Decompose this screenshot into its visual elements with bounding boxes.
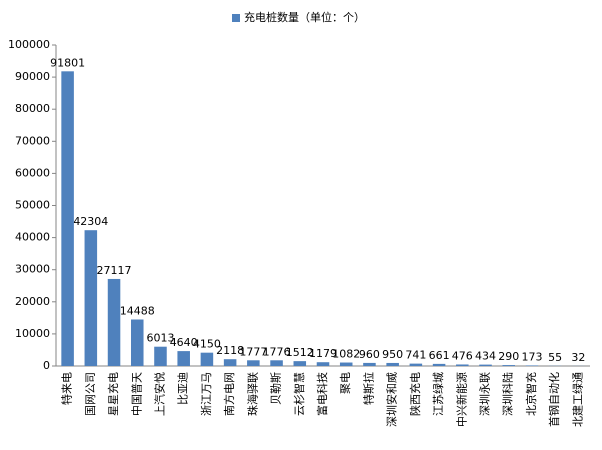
y-tick-label: 10000: [15, 327, 50, 340]
value-label: 32: [571, 351, 585, 364]
value-label: 1512: [286, 346, 314, 359]
legend-label: 充电桩数量（单位：个）: [244, 10, 365, 24]
y-tick-label: 70000: [15, 134, 50, 147]
x-tick-label: 星星充电: [106, 372, 120, 416]
x-tick-label: 中国普天: [129, 372, 143, 416]
x-tick-label: 上汽安悦: [152, 372, 166, 416]
value-label: 661: [429, 349, 450, 362]
value-label: 960: [359, 348, 380, 361]
bar: [339, 362, 353, 366]
bar: [293, 361, 307, 366]
bar: [177, 351, 190, 366]
x-tick-label: 富电科技: [315, 372, 329, 416]
bar: [386, 362, 399, 366]
x-tick-label: 聚电: [339, 372, 352, 394]
x-tick-label: 中兴新能源: [454, 372, 468, 427]
x-tick-label: 深圳永联: [478, 372, 492, 416]
x-tick-label: 南方电网: [222, 372, 236, 416]
x-tick-label: 特来电: [60, 372, 74, 405]
y-tick-label: 30000: [15, 263, 50, 276]
x-tick-label: 江苏绿城: [431, 372, 445, 416]
y-tick-label: 80000: [15, 102, 50, 115]
y-tick-label: 50000: [15, 199, 50, 212]
bar: [525, 365, 539, 366]
x-tick-label: 珠海驿联: [245, 372, 259, 416]
value-label: 4150: [193, 338, 221, 351]
value-label: 1776: [263, 345, 291, 358]
bar: [316, 362, 330, 366]
y-tick-label: 60000: [15, 166, 50, 179]
bar: [84, 230, 98, 366]
x-tick-label: 贝勒斯: [270, 372, 283, 405]
y-tick-label: 0: [43, 359, 50, 372]
x-tick-label: 深圳安和威: [385, 372, 399, 427]
value-label: 42304: [73, 215, 108, 228]
bar: [61, 71, 74, 366]
value-label: 476: [452, 349, 473, 362]
y-tick-label: 20000: [15, 295, 50, 308]
x-tick-label: 北京智充: [524, 372, 538, 416]
x-tick-label: 陕西充电: [408, 372, 422, 416]
y-tick-label: 100000: [8, 38, 50, 51]
legend-swatch: [232, 14, 240, 22]
x-tick-label: 浙江万马: [200, 372, 213, 416]
x-tick-label: 特斯拉: [361, 372, 375, 405]
bar: [409, 363, 423, 366]
value-label: 14488: [120, 304, 155, 317]
y-tick-label: 40000: [15, 231, 50, 244]
value-label: 6013: [146, 332, 174, 345]
value-label: 27117: [97, 264, 132, 277]
value-label: 950: [382, 348, 403, 361]
value-label: 1082: [332, 348, 360, 361]
bar: [200, 352, 214, 366]
y-tick-label: 90000: [15, 70, 50, 83]
x-tick-label: 国网公司: [84, 372, 97, 416]
value-label: 290: [498, 350, 519, 363]
x-tick-label: 比亚迪: [177, 372, 190, 405]
bar: [363, 362, 376, 366]
value-label: 4640: [170, 336, 198, 349]
x-tick-label: 深圳科陆: [501, 372, 515, 416]
value-label: 434: [475, 350, 496, 363]
bar: [107, 278, 121, 366]
x-tick-label: 云杉智慧: [292, 372, 306, 416]
bar: [456, 364, 469, 366]
bar: [270, 360, 283, 366]
value-label: 1179: [309, 347, 337, 360]
bar: [247, 360, 260, 366]
value-label: 55: [548, 351, 562, 364]
bar: [479, 364, 492, 366]
bar: [130, 319, 144, 366]
value-label: 173: [521, 350, 542, 363]
value-label: 2118: [216, 344, 244, 357]
bar: [154, 346, 167, 366]
value-label: 1777: [239, 345, 267, 358]
bar: [223, 359, 237, 366]
bar: [432, 363, 446, 366]
bar: [502, 365, 516, 366]
value-label: 741: [405, 349, 426, 362]
value-label: 91801: [50, 56, 85, 69]
x-tick-label: 首钢自动化: [547, 372, 561, 427]
x-tick-label: 北建工绿通: [570, 372, 584, 427]
